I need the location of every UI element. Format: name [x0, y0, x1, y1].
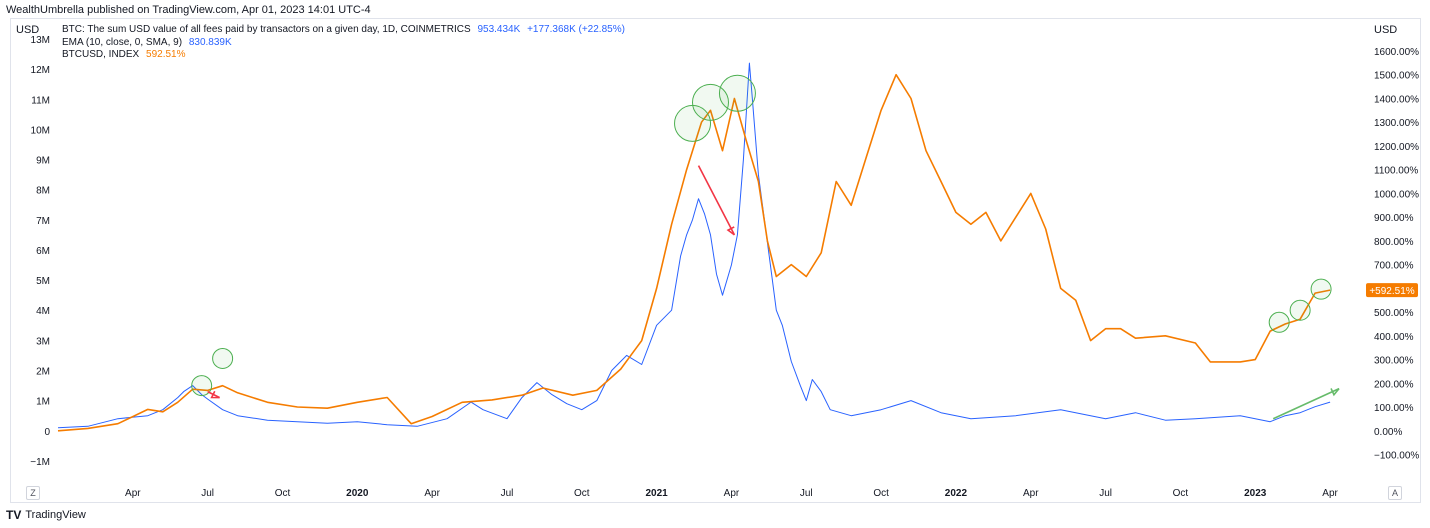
legend-value: 830.839K	[188, 36, 232, 48]
legend-label: BTC: The sum USD value of all fees paid …	[62, 24, 471, 35]
legend-value: 592.51%	[146, 49, 186, 60]
auto-scale-toggle[interactable]: A	[1388, 486, 1402, 500]
chart-legend[interactable]: BTC: The sum USD value of all fees paid …	[62, 24, 625, 62]
right-axis-unit: USD	[1374, 24, 1398, 36]
log-scale-toggle[interactable]: Z	[26, 486, 40, 500]
tradingview-logo-icon: TV	[6, 508, 22, 522]
legend-label: EMA (10, close, 0, SMA, 9)	[62, 36, 183, 48]
legend-label: BTCUSD, INDEX	[62, 49, 140, 60]
legend-value: 953.434K	[477, 24, 521, 35]
legend-row-btcusd[interactable]: BTCUSD, INDEX 592.51%	[62, 49, 625, 62]
legend-row-ema[interactable]: EMA (10, close, 0, SMA, 9) 830.839K	[62, 37, 625, 50]
legend-row-fees[interactable]: BTC: The sum USD value of all fees paid …	[62, 24, 625, 37]
publisher-header: WealthUmbrella published on TradingView.…	[6, 4, 371, 16]
chart-panel	[10, 18, 1421, 503]
left-axis-unit: USD	[16, 24, 40, 36]
legend-change: +177.368K (+22.85%)	[527, 24, 625, 35]
footer-brand: TradingView	[25, 509, 86, 521]
footer[interactable]: TV TradingView	[6, 508, 86, 522]
